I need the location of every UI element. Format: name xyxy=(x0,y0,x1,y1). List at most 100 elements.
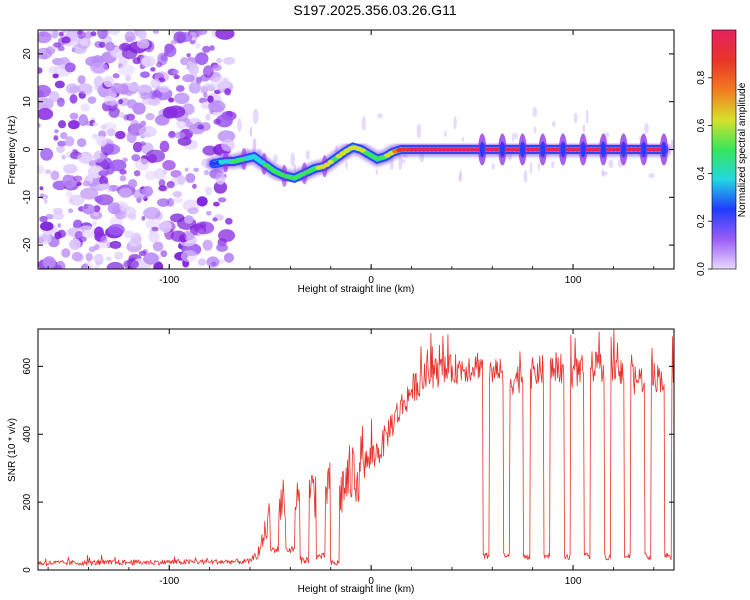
noise-blob xyxy=(138,126,157,138)
noise-blob xyxy=(205,113,211,121)
noise-blob xyxy=(152,241,164,252)
noise-blob xyxy=(74,231,83,240)
noise-blob xyxy=(56,144,65,154)
noise-blob xyxy=(38,90,45,98)
noise-blob xyxy=(180,250,198,263)
noise-blob xyxy=(56,97,65,107)
noise-blob xyxy=(188,63,199,75)
gap-spike-core xyxy=(641,141,647,158)
noise-blob xyxy=(194,42,201,49)
noise-blob xyxy=(166,180,175,189)
noise-blob xyxy=(55,260,66,269)
noise-blob xyxy=(106,128,116,137)
noise-blob xyxy=(224,88,232,96)
noise-blob xyxy=(90,31,97,37)
noise-blob xyxy=(216,57,223,64)
noise-blob xyxy=(112,73,120,79)
noise-speck xyxy=(537,161,540,172)
noise-blob xyxy=(127,82,139,92)
noise-blob xyxy=(188,81,201,94)
noise-blob xyxy=(172,190,183,198)
noise-blob xyxy=(140,141,146,146)
noise-blob xyxy=(201,101,210,110)
noise-blob xyxy=(93,76,104,88)
y-tick-label: 600 xyxy=(22,358,33,375)
noise-blob xyxy=(85,252,93,262)
noise-blob xyxy=(77,30,83,35)
noise-blob xyxy=(52,207,63,215)
noise-blob xyxy=(38,233,52,245)
noise-speck xyxy=(511,132,515,143)
noise-blob xyxy=(132,141,143,153)
ridge-core-segment xyxy=(323,162,330,167)
noise-blob xyxy=(147,153,158,164)
noise-blob xyxy=(173,74,180,80)
noise-blob xyxy=(187,207,199,215)
noise-blob xyxy=(197,258,207,266)
noise-blob xyxy=(148,231,160,243)
noise-blob xyxy=(93,205,101,213)
noise-blob xyxy=(125,113,136,121)
ridge-core-segment xyxy=(250,154,258,159)
noise-blob xyxy=(202,239,213,251)
noise-blob xyxy=(184,215,194,224)
noise-blob xyxy=(147,96,161,106)
ridge-core-segment xyxy=(262,163,270,168)
noise-blob xyxy=(38,97,54,110)
gap-spike-core xyxy=(520,141,526,158)
noise-blob xyxy=(225,217,233,225)
noise-blob xyxy=(173,197,184,204)
noise-blob xyxy=(106,261,125,269)
noise-blob xyxy=(139,92,151,100)
snr-y-label: SNR (10 * v/v) xyxy=(7,418,18,482)
noise-speck xyxy=(608,159,614,168)
noise-blob xyxy=(152,30,159,34)
noise-blob xyxy=(100,235,108,244)
ridge-core-segment xyxy=(266,165,274,171)
noise-blob xyxy=(38,47,53,60)
noise-blob xyxy=(122,157,128,163)
noise-blob xyxy=(222,56,236,65)
noise-blob xyxy=(97,130,107,138)
ridge-core-segment xyxy=(654,147,662,152)
noise-blob xyxy=(93,244,100,251)
noise-blob xyxy=(53,135,59,141)
noise-blob xyxy=(160,250,168,258)
gap-spike-core xyxy=(540,141,546,158)
noise-blob xyxy=(48,66,58,74)
noise-speck xyxy=(491,163,495,170)
noise-blob xyxy=(159,140,170,153)
noise-blob xyxy=(65,190,73,198)
noise-blob xyxy=(212,201,220,207)
noise-blob xyxy=(150,67,156,72)
noise-blob xyxy=(114,251,123,261)
noise-blob xyxy=(58,31,64,37)
noise-blob xyxy=(83,86,93,96)
noise-speck xyxy=(377,113,383,119)
noise-speck xyxy=(533,126,537,134)
ridge-core-segment xyxy=(258,160,266,165)
noise-speck xyxy=(573,112,578,124)
noise-blob xyxy=(72,43,87,54)
noise-blob xyxy=(118,111,125,119)
noise-blob xyxy=(193,167,200,173)
ridge-core-segment xyxy=(327,159,334,165)
noise-blob xyxy=(64,62,76,73)
noise-blob xyxy=(115,130,126,140)
ridge-core-segment xyxy=(614,147,621,152)
noise-blob xyxy=(76,138,87,148)
noise-blob xyxy=(118,187,133,198)
noise-blob xyxy=(77,75,86,85)
noise-speck xyxy=(514,132,519,139)
y-tick-label: -20 xyxy=(22,237,33,252)
noise-blob xyxy=(99,175,109,186)
noise-blob xyxy=(118,43,132,52)
noise-speck xyxy=(529,162,533,175)
noise-blob xyxy=(150,78,161,90)
noise-blob xyxy=(64,136,75,147)
noise-blob xyxy=(174,131,186,139)
gap-spike-core xyxy=(661,141,667,158)
noise-blob xyxy=(105,41,115,52)
noise-blob xyxy=(126,90,133,97)
